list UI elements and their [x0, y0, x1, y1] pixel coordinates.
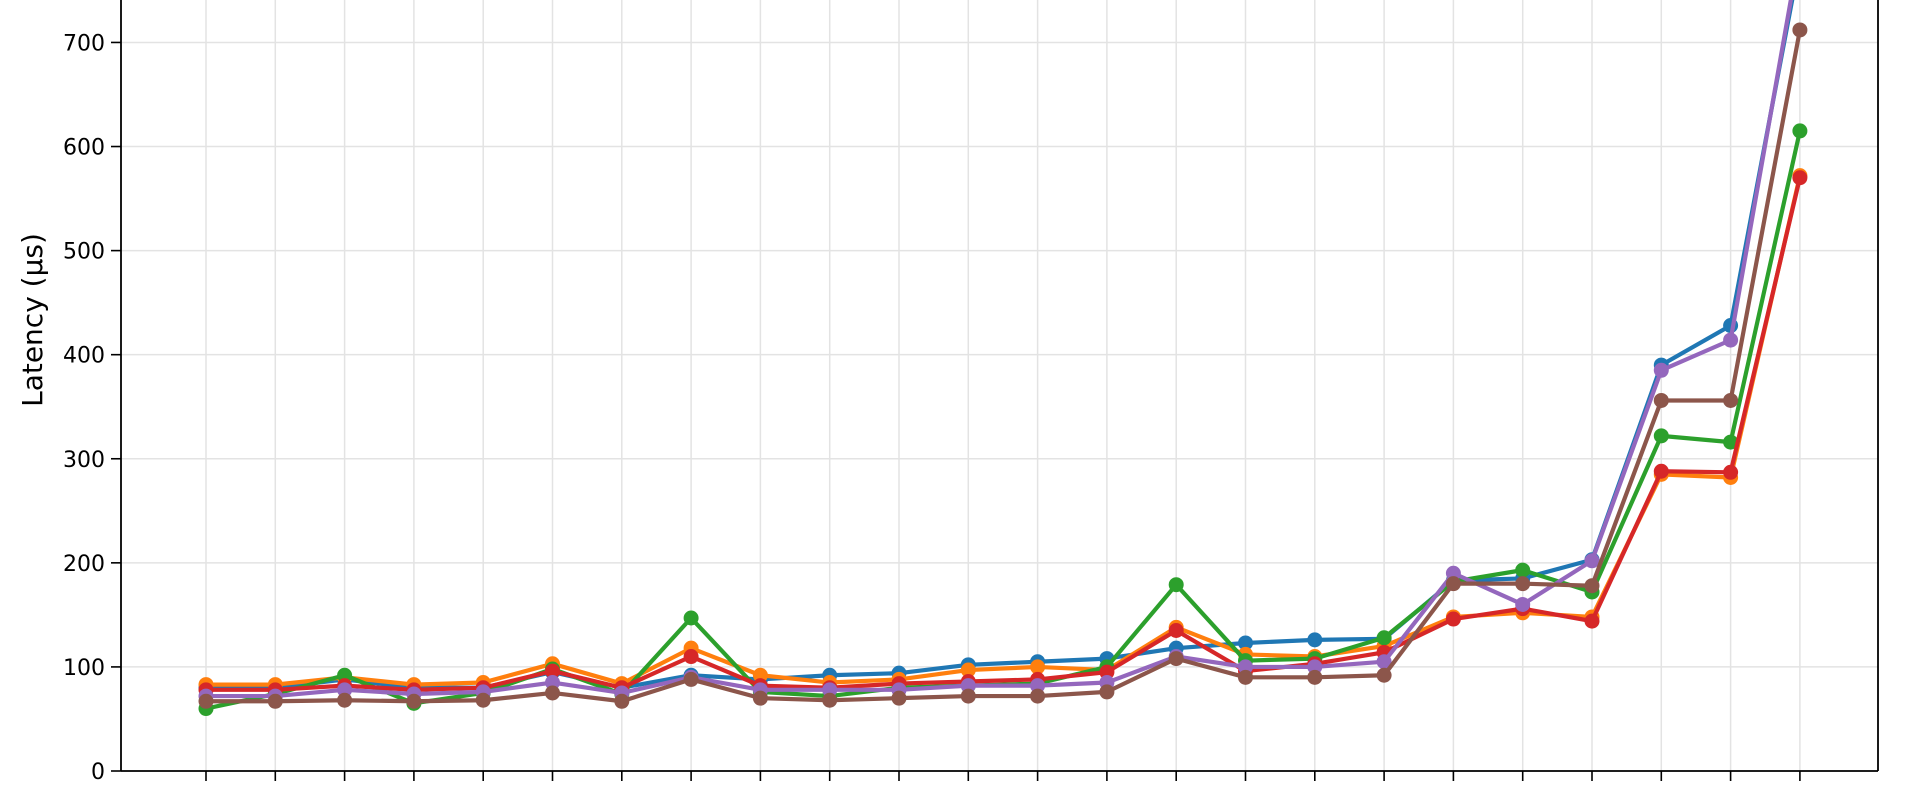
- series-line: [203, 173, 1803, 687]
- series-point: [1168, 622, 1184, 638]
- series-point: [1307, 632, 1323, 648]
- series-point: [1653, 463, 1669, 479]
- series-point: [1723, 392, 1739, 408]
- axes: [111, 0, 1879, 781]
- y-tick-label: 700: [63, 31, 105, 56]
- series-point: [1445, 576, 1461, 592]
- series-point: [683, 610, 699, 626]
- y-tick-label: 600: [63, 136, 105, 161]
- series-point: [1723, 464, 1739, 480]
- series-point: [1792, 170, 1808, 186]
- series-point: [1376, 667, 1392, 683]
- series-3: [198, 123, 1808, 717]
- grid: [121, 0, 1878, 772]
- series-line: [203, 27, 1803, 704]
- series-point: [1445, 565, 1461, 581]
- series-point: [337, 692, 353, 708]
- series-point: [545, 663, 560, 679]
- series-point: [545, 675, 560, 691]
- series-point: [752, 690, 768, 706]
- series-point: [960, 678, 976, 694]
- series-point: [1723, 434, 1739, 450]
- series-point: [1653, 362, 1669, 378]
- series-point: [1515, 576, 1531, 592]
- y-axis-title: Latency (µs): [16, 233, 49, 407]
- series-point: [475, 692, 491, 708]
- series-point: [406, 693, 422, 709]
- series-line: [203, 0, 1793, 699]
- series-point: [614, 693, 630, 709]
- series-point: [960, 662, 976, 678]
- y-tick-label: 0: [91, 760, 105, 785]
- series-2: [198, 168, 1808, 693]
- series-point: [1515, 562, 1531, 578]
- series-point: [1584, 578, 1600, 594]
- series-point: [891, 690, 907, 706]
- series-line: [203, 175, 1803, 692]
- series-point: [1238, 635, 1253, 651]
- series-point: [1515, 596, 1531, 612]
- series-point: [1792, 22, 1808, 38]
- series-point: [960, 688, 976, 704]
- series-point: [1030, 659, 1046, 675]
- series-point: [545, 685, 560, 701]
- series-point: [1030, 678, 1046, 694]
- series-point: [1584, 613, 1600, 629]
- series-5: [198, 0, 1793, 704]
- series-point: [1584, 553, 1600, 569]
- series-point: [1653, 392, 1669, 408]
- series-point: [1238, 669, 1253, 685]
- series-point: [1445, 611, 1461, 627]
- series-point: [1792, 123, 1808, 139]
- series-point: [1099, 664, 1115, 680]
- series-point: [822, 682, 838, 698]
- series-point: [1376, 654, 1392, 670]
- series-6: [198, 22, 1808, 709]
- series-point: [1723, 332, 1739, 348]
- series-point: [337, 667, 353, 683]
- tick-labels: 0 100 200 300 400 500 600 700: [63, 31, 105, 785]
- series-line: [203, 128, 1803, 711]
- series-point: [683, 671, 699, 687]
- series-point: [267, 693, 283, 709]
- series-layer: [198, 0, 1808, 717]
- y-tick-label: 400: [63, 344, 105, 369]
- series-point: [337, 682, 353, 698]
- y-tick-label: 500: [63, 240, 105, 265]
- series-point: [1376, 630, 1392, 646]
- series-point: [1238, 659, 1253, 675]
- series-point: [1307, 659, 1323, 675]
- series-point: [1099, 684, 1115, 700]
- series-point: [198, 693, 214, 709]
- series-point: [822, 692, 838, 708]
- series-point: [1653, 428, 1669, 444]
- series-point: [1168, 577, 1184, 593]
- y-tick-label: 300: [63, 448, 105, 473]
- series-point: [1168, 651, 1184, 667]
- y-tick-label: 200: [63, 552, 105, 577]
- series-point: [683, 649, 699, 665]
- series-4: [198, 170, 1808, 698]
- series-1: [198, 0, 1795, 696]
- y-tick-label: 100: [63, 656, 105, 681]
- series-point: [1307, 669, 1323, 685]
- series-point: [752, 667, 768, 683]
- series-point: [1030, 688, 1046, 704]
